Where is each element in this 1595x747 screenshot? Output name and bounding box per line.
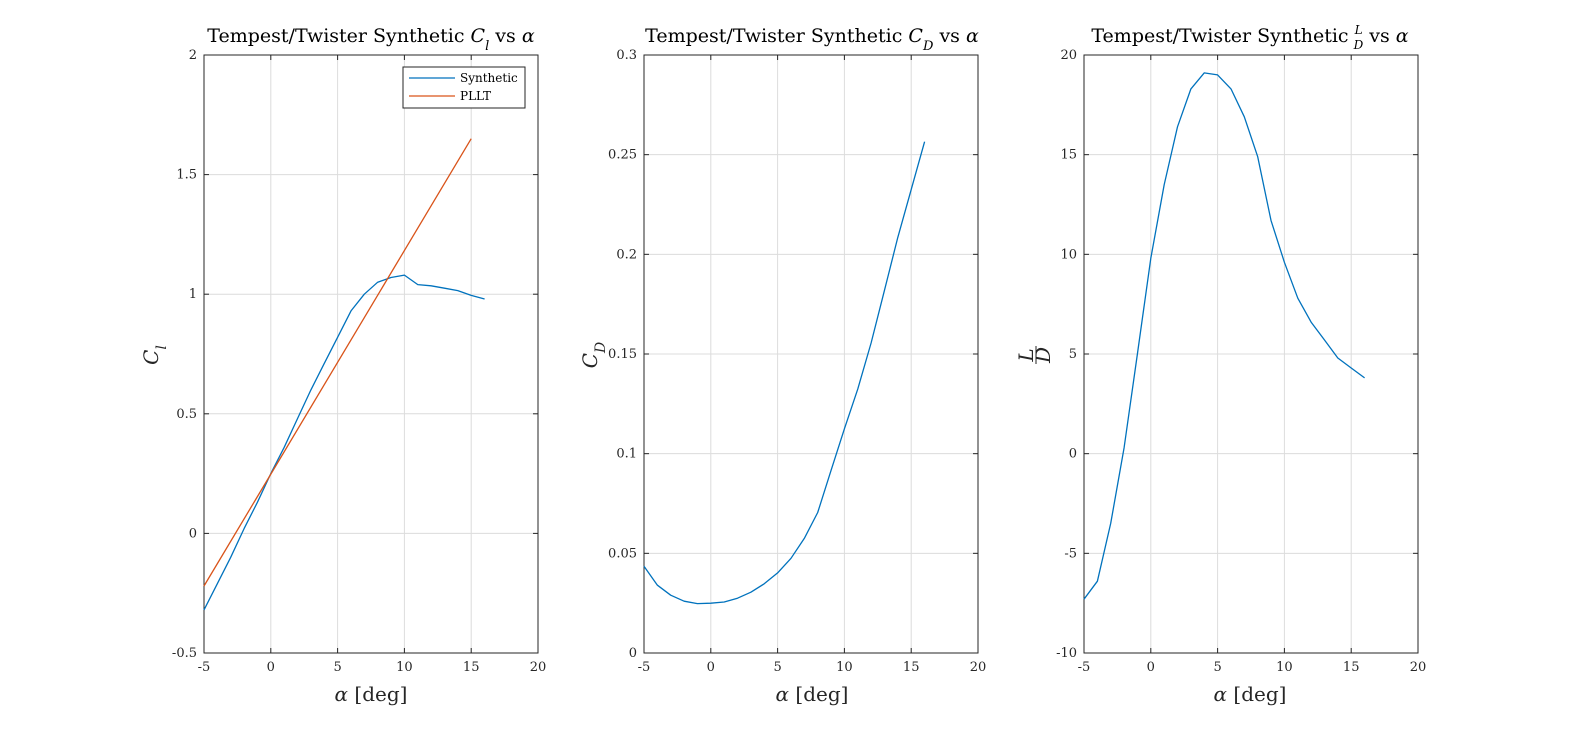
x-tick-label: 5	[1213, 660, 1221, 675]
legend: Synthetic PLLT	[402, 66, 526, 109]
y-tick-label: -0.5	[172, 646, 197, 661]
x-axis-label: α [deg]	[335, 682, 408, 706]
series-line	[1083, 72, 1365, 600]
plot-area: -5 0 5 10 15 20 -0.5 0 0.5 1 1.5 2	[172, 48, 546, 675]
y-tick-label: 5	[1069, 347, 1077, 362]
x-tick-label: 0	[267, 660, 275, 675]
axes-frame	[1083, 54, 1419, 654]
y-tick-label: 0.05	[608, 546, 637, 561]
x-tick-label: 15	[903, 660, 920, 675]
series-line-pllt	[203, 138, 472, 587]
y-tick-label: -5	[1064, 546, 1077, 561]
cl-vs-alpha-plot: -5 0 5 10 15 20 -0.5 0 0.5 1 1.5 2 Tempest/Twister …	[139, 25, 546, 706]
axes-frame	[643, 54, 979, 654]
x-tick-label: 10	[836, 660, 853, 675]
axes-frame	[203, 54, 539, 654]
x-tick-label: 0	[1147, 660, 1155, 675]
legend-label-pllt: PLLT	[460, 89, 491, 103]
x-tick-label: 15	[1343, 660, 1360, 675]
x-tick-label: -5	[638, 660, 651, 675]
y-tick-label: 20	[1060, 48, 1077, 63]
y-tick-label: 2	[189, 48, 197, 63]
x-tick-label: 10	[396, 660, 413, 675]
svg-text:D: D	[1031, 347, 1055, 364]
x-tick-label: 20	[970, 660, 987, 675]
y-tick-label: 0.25	[608, 148, 637, 163]
legend-label-synthetic: Synthetic	[460, 71, 518, 85]
y-tick-label: 10	[1060, 247, 1077, 262]
x-tick-label: 15	[463, 660, 480, 675]
series-line	[643, 141, 926, 605]
y-tick-label: 0	[629, 646, 637, 661]
y-axis-label: L D	[1014, 346, 1055, 364]
y-tick-label: 0.1	[616, 447, 637, 462]
plot-title: Tempest/Twister Synthetic Cl vs α	[207, 25, 535, 54]
x-axis-label: α [deg]	[776, 682, 849, 706]
y-tick-label: 0.3	[616, 48, 637, 63]
x-tick-label: -5	[198, 660, 211, 675]
y-tick-label: 0.2	[616, 247, 637, 262]
legend-box	[402, 66, 526, 109]
y-tick-label: 1	[189, 287, 197, 302]
x-tick-label: 5	[333, 660, 341, 675]
x-tick-label: 0	[707, 660, 715, 675]
plot-title: Tempest/Twister Synthetic CD vs α	[645, 25, 979, 54]
y-tick-label: 0	[1069, 447, 1077, 462]
x-tick-label: -5	[1078, 660, 1091, 675]
y-tick-label: 0	[189, 526, 197, 541]
x-tick-label: 20	[1410, 660, 1427, 675]
x-tick-label: 10	[1276, 660, 1293, 675]
svg-text:L: L	[1014, 348, 1038, 362]
y-tick-label: 0.15	[608, 347, 637, 362]
y-tick-label: 1.5	[176, 168, 197, 183]
y-tick-label: 0.5	[176, 407, 197, 422]
x-axis-label: α [deg]	[1214, 682, 1287, 706]
y-axis-label: CD	[578, 342, 609, 369]
y-tick-label: -10	[1056, 646, 1077, 661]
x-tick-label: 20	[530, 660, 547, 675]
x-tick-label: 5	[773, 660, 781, 675]
y-axis-label: Cl	[139, 345, 170, 365]
y-tick-label: 15	[1060, 148, 1077, 163]
series-line-synthetic	[203, 274, 485, 611]
